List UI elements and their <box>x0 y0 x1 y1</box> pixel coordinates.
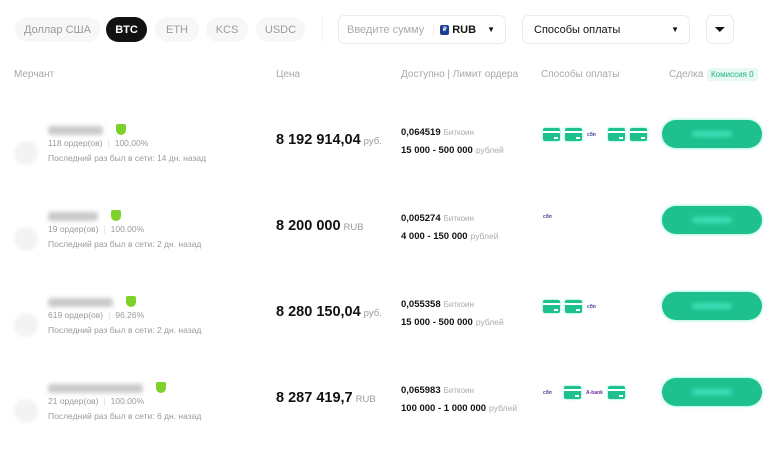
payment-methods-select[interactable]: Способы оплаты ▼ <box>522 15 690 44</box>
header-price: Цена <box>276 69 301 80</box>
amount-placeholder: Введите сумму <box>347 23 425 36</box>
tab-btc[interactable]: BTC <box>106 17 147 42</box>
caret-down-icon: ▼ <box>671 25 679 34</box>
merchant-stats: 118 ордер(ов) | 100,00% <box>48 138 149 148</box>
sbp-logo-icon: сбп <box>587 131 596 138</box>
last-seen: Последний раз был в сети: 2 дн. назад <box>48 325 202 335</box>
verified-shield-icon <box>116 124 126 135</box>
divider <box>322 18 323 42</box>
bank-card-icon <box>608 128 625 141</box>
bank-card-icon <box>630 128 647 141</box>
filter-icon: ⏷ <box>714 21 726 37</box>
currency-label: RUB <box>452 23 477 36</box>
merchant-name[interactable] <box>48 126 103 135</box>
available-amount: 0,064519 Биткоин <box>401 127 474 138</box>
avatar <box>14 313 38 337</box>
avatar <box>14 399 38 423</box>
tab-eth[interactable]: ETH <box>155 17 199 42</box>
available-amount: 0,055358 Биткоин <box>401 299 474 310</box>
tab-usd[interactable]: Доллар США <box>15 17 100 42</box>
header-merchant: Мерчант <box>14 69 55 80</box>
order-limit: 15 000 - 500 000 рублей <box>401 145 504 156</box>
payment-methods: сбп <box>543 128 647 141</box>
bank-card-icon <box>564 386 581 399</box>
header-methods: Способы оплаты <box>541 69 620 80</box>
price: 8 280 150,04 руб. <box>276 304 382 320</box>
caret-down-icon: ▼ <box>487 25 495 34</box>
merchant-row: 21 ордер(ов) | 100.00% Последний раз был в… <box>0 378 775 449</box>
avatar <box>14 227 38 251</box>
merchant-stats: 619 ордер(ов) | 96.26% <box>48 310 145 320</box>
tab-usdc[interactable]: USDC <box>256 17 305 42</box>
merchant-stats: 21 ордер(ов) | 100.00% <box>48 396 145 406</box>
bank-card-icon <box>543 300 560 313</box>
buy-button[interactable] <box>662 206 762 234</box>
payment-select-label: Способы оплаты <box>534 23 621 36</box>
bank-card-icon <box>543 128 560 141</box>
sbp-logo-icon: сбп <box>543 214 552 220</box>
amount-input[interactable]: Введите сумму ₽ RUB ▼ <box>338 15 506 44</box>
verified-shield-icon <box>156 382 166 393</box>
header-available: Доступно | Лимит ордера <box>401 69 519 80</box>
merchant-row: 19 ордер(ов) | 100.00% Последний раз был в… <box>0 206 775 277</box>
filter-button[interactable]: ⏷ <box>706 15 734 44</box>
sbp-logo-icon: сбп <box>543 389 552 396</box>
available-amount: 0,065983 Биткоин <box>401 385 474 396</box>
bank-card-icon <box>565 300 582 313</box>
currency-select[interactable]: ₽ RUB ▼ <box>433 23 495 36</box>
payment-methods: сбп <box>543 214 559 220</box>
merchant-row: 118 ордер(ов) | 100,00% Последний раз был … <box>0 120 775 191</box>
order-limit: 100 000 - 1 000 000 рублей <box>401 403 517 414</box>
verified-shield-icon <box>126 296 136 307</box>
price: 8 192 914,04 руб. <box>276 132 382 148</box>
buy-button[interactable] <box>662 378 762 406</box>
available-amount: 0,005274 Биткоин <box>401 213 474 224</box>
payment-methods: сбп <box>543 300 603 313</box>
merchant-row: 619 ордер(ов) | 96.26% Последний раз был в… <box>0 292 775 363</box>
avatar <box>14 141 38 165</box>
commission-badge: Комиссия 0 <box>707 68 758 81</box>
header-deal: Сделка <box>669 69 704 80</box>
bank-card-icon <box>607 386 625 399</box>
tab-kcs[interactable]: KCS <box>206 17 248 42</box>
last-seen: Последний раз был в сети: 2 дн. назад <box>48 239 202 249</box>
buy-button[interactable] <box>662 292 762 320</box>
merchant-name[interactable] <box>48 298 113 307</box>
payment-methods: сбп A-bank <box>543 386 625 399</box>
merchant-name[interactable] <box>48 212 98 221</box>
merchant-stats: 19 ордер(ов) | 100.00% <box>48 224 145 234</box>
verified-shield-icon <box>111 210 121 221</box>
order-limit: 15 000 - 500 000 рублей <box>401 317 504 328</box>
ruble-icon: ₽ <box>440 24 450 35</box>
last-seen: Последний раз был в сети: 6 дн. назад <box>48 411 202 421</box>
order-limit: 4 000 - 150 000 рублей <box>401 231 499 242</box>
buy-button[interactable] <box>662 120 762 148</box>
bank-card-icon <box>565 128 582 141</box>
last-seen: Последний раз был в сети: 14 дн. назад <box>48 153 207 163</box>
merchant-name[interactable] <box>48 384 143 393</box>
price: 8 200 000 RUB <box>276 218 364 234</box>
abank-logo-icon: A-bank <box>586 389 603 396</box>
sbp-logo-icon: сбп <box>587 303 596 310</box>
price: 8 287 419,7 RUB <box>276 390 376 406</box>
